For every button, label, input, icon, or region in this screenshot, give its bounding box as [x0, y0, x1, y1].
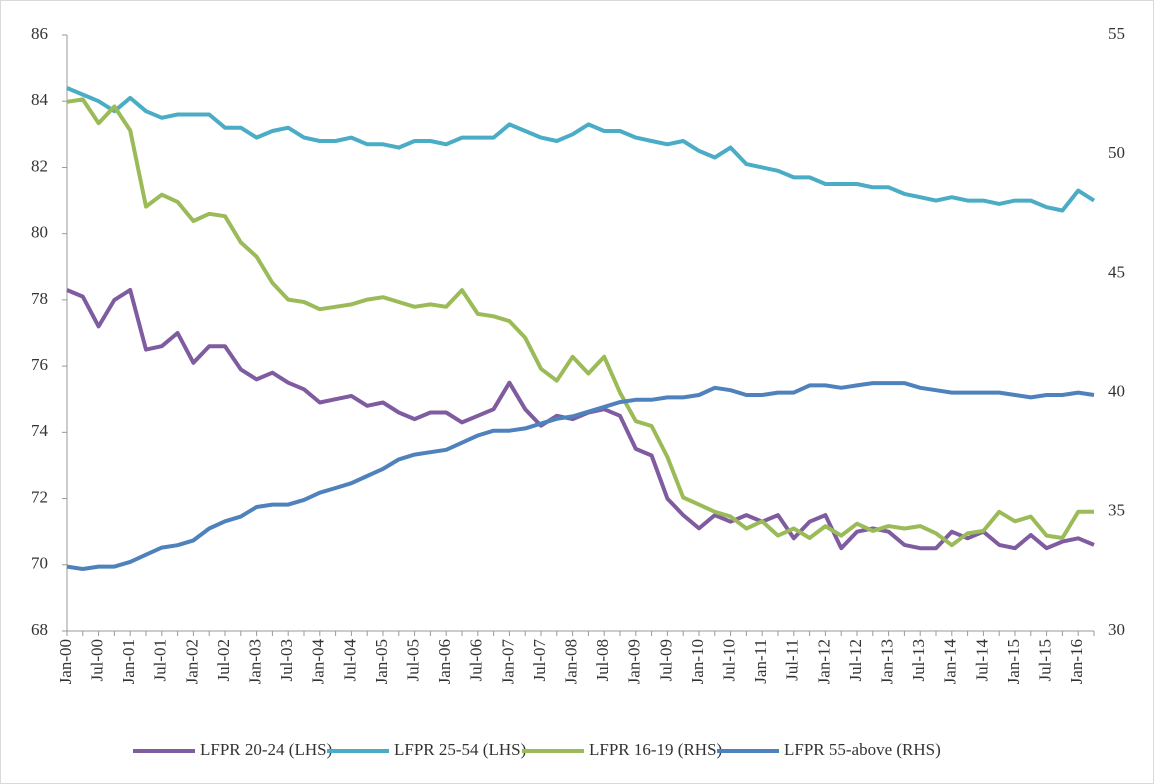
x-tick-label: Jul-14 [972, 639, 991, 682]
legend-label: LFPR 20-24 (LHS) [200, 740, 332, 759]
x-tick-label: Jan-03 [246, 639, 265, 684]
x-tick-label: Jan-04 [309, 639, 328, 685]
x-tick-label: Jan-16 [1067, 639, 1086, 684]
x-tick-label: Jan-12 [814, 639, 833, 684]
legend-label: LFPR 16-19 (RHS) [589, 740, 722, 759]
y2-tick-label: 40 [1108, 382, 1125, 401]
y-tick-label: 78 [31, 289, 48, 308]
x-tick-label: Jul-15 [1036, 639, 1055, 682]
x-tick-label: Jul-06 [467, 639, 486, 682]
x-tick-label: Jul-00 [88, 639, 107, 682]
y2-tick-label: 45 [1108, 262, 1125, 281]
x-tick-label: Jul-13 [909, 639, 928, 682]
x-tick-label: Jul-11 [783, 639, 802, 681]
y-tick-label: 82 [31, 156, 48, 175]
y-tick-label: 74 [31, 421, 49, 440]
x-tick-label: Jan-10 [688, 639, 707, 684]
x-tick-label: Jan-11 [751, 639, 770, 684]
x-tick-label: Jan-15 [1004, 639, 1023, 684]
x-tick-label: Jan-13 [878, 639, 897, 684]
x-tick-label: Jan-14 [941, 639, 960, 685]
y-tick-label: 68 [31, 620, 48, 639]
x-tick-label: Jul-01 [151, 639, 170, 682]
x-tick-label: Jul-12 [846, 639, 865, 682]
x-tick-label: Jul-02 [214, 639, 233, 682]
legend-label: LFPR 25-54 (LHS) [394, 740, 526, 759]
x-tick-label: Jan-07 [498, 639, 517, 685]
series-line [66, 381, 1095, 571]
series-line [66, 86, 1096, 213]
x-tick-label: Jan-02 [182, 639, 201, 684]
y-tick-label: 86 [31, 24, 48, 43]
x-tick-label: Jan-09 [625, 639, 644, 684]
x-tick-label: Jan-08 [562, 639, 581, 684]
y-tick-label: 80 [31, 223, 48, 242]
x-tick-label: Jan-06 [435, 639, 454, 684]
y-tick-label: 70 [31, 554, 48, 573]
x-tick-label: Jul-08 [593, 639, 612, 682]
x-tick-label: Jul-07 [530, 639, 549, 682]
x-tick-label: Jul-03 [277, 639, 296, 682]
x-tick-label: Jul-10 [720, 639, 739, 682]
x-tick-label: Jan-00 [56, 639, 75, 684]
x-tick-label: Jul-05 [404, 639, 423, 682]
x-tick-label: Jan-01 [119, 639, 138, 684]
y2-tick-label: 55 [1108, 24, 1125, 43]
x-tick-label: Jan-05 [372, 639, 391, 684]
y-tick-label: 84 [31, 90, 49, 109]
legend-label: LFPR 55-above (RHS) [784, 740, 941, 759]
y-tick-label: 76 [31, 355, 48, 374]
series-line [66, 97, 1094, 548]
x-tick-label: Jul-04 [340, 639, 359, 682]
y-tick-label: 72 [31, 487, 48, 506]
y2-tick-label: 30 [1108, 620, 1125, 639]
x-tick-label: Jul-09 [656, 639, 675, 682]
y2-tick-label: 50 [1108, 143, 1125, 162]
y2-tick-label: 35 [1108, 501, 1125, 520]
